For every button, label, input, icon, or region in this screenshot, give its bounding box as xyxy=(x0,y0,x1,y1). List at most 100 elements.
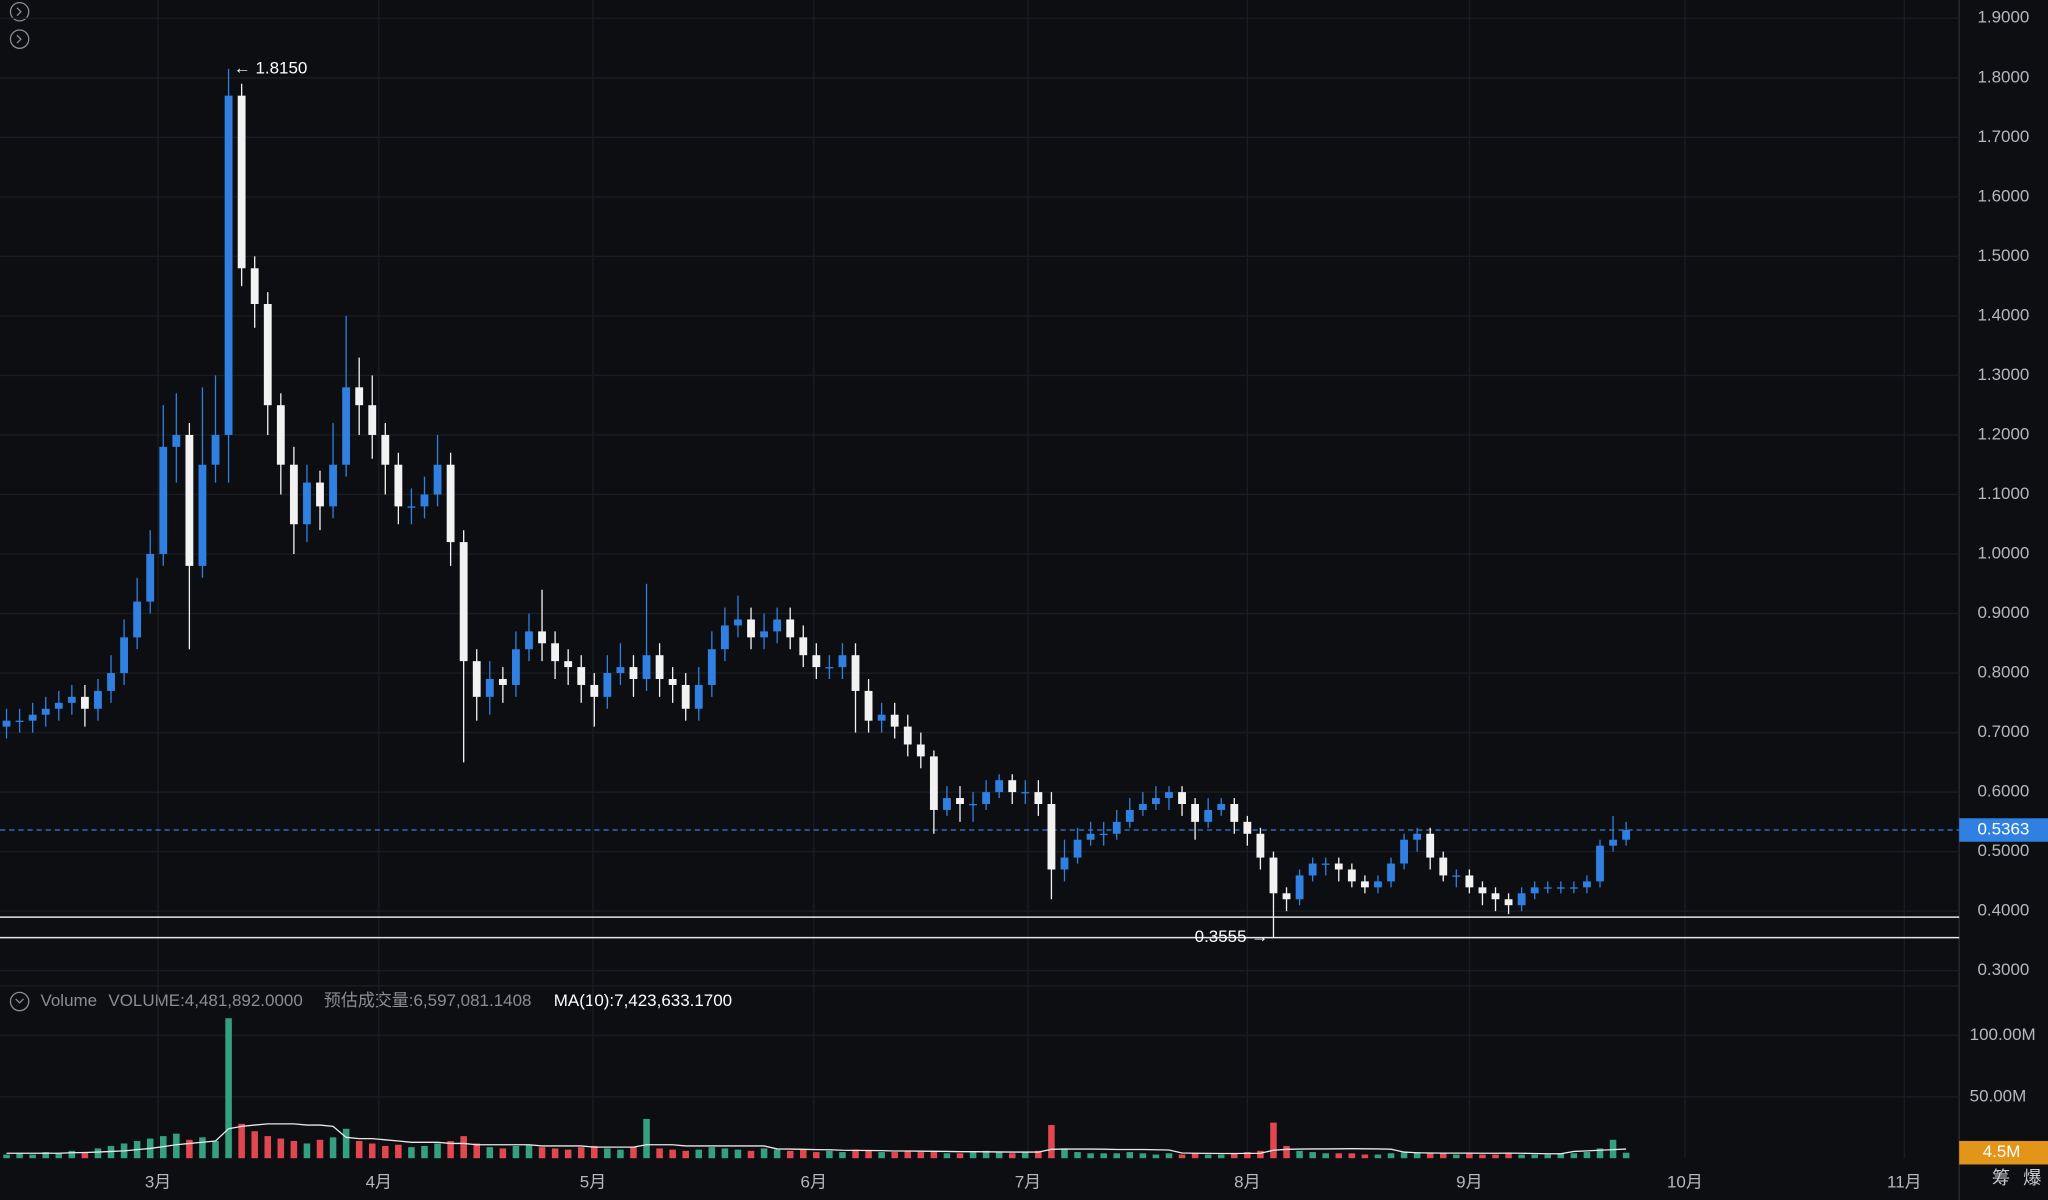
volume-bar xyxy=(956,1153,964,1159)
candle-body xyxy=(329,464,337,507)
volume-bar xyxy=(800,1149,807,1159)
volume-bar xyxy=(1518,1154,1525,1159)
x-tick-label: 6月 xyxy=(801,1173,827,1192)
y-tick-label: 1.1000 xyxy=(1977,484,2029,503)
candle-body xyxy=(655,655,664,680)
volume-bar xyxy=(1505,1153,1512,1159)
volume-bar xyxy=(591,1145,598,1159)
collapse-icons[interactable] xyxy=(9,1,30,1012)
candle-body xyxy=(1034,792,1043,805)
candle-body xyxy=(838,655,847,668)
volume-bar xyxy=(1622,1152,1630,1159)
expand-icon[interactable] xyxy=(9,1,30,22)
volume-bar xyxy=(1335,1153,1343,1159)
y-tick-label: 1.4000 xyxy=(1977,305,2029,324)
candle-body xyxy=(903,726,912,745)
candle-body xyxy=(1269,857,1278,894)
candle-body xyxy=(185,434,194,566)
candle-body xyxy=(498,679,507,685)
volume-bar xyxy=(1061,1148,1068,1159)
volume-bar xyxy=(434,1143,441,1159)
volume-bar xyxy=(826,1150,833,1159)
candle-body xyxy=(629,667,638,680)
expand-icon[interactable] xyxy=(9,29,30,49)
volume-bar xyxy=(1413,1152,1421,1159)
candle-body xyxy=(681,684,690,709)
candle-body xyxy=(41,708,50,715)
candle-body xyxy=(825,667,834,669)
toolbar-button[interactable]: 筹 xyxy=(1992,1167,2010,1188)
volume-bar xyxy=(917,1152,925,1159)
candle-body xyxy=(1387,863,1395,882)
x-tick-label: 4月 xyxy=(366,1173,392,1192)
candle-body xyxy=(133,601,142,638)
candle-body xyxy=(668,679,677,685)
volume-bar xyxy=(1113,1153,1120,1159)
volume-bar xyxy=(421,1145,428,1159)
volume-bar xyxy=(969,1152,977,1159)
volume-bar xyxy=(760,1148,768,1159)
candle-body xyxy=(1060,857,1069,870)
volume-bar xyxy=(1466,1153,1473,1159)
candle-body xyxy=(799,637,808,656)
volume-bar xyxy=(721,1148,729,1159)
volume-bar xyxy=(1100,1153,1107,1159)
volume-bar xyxy=(316,1139,324,1159)
candle-body xyxy=(485,679,494,697)
volume-bar xyxy=(1126,1152,1134,1159)
candle-body xyxy=(590,684,599,697)
candle-body xyxy=(564,661,573,668)
x-tick-label: 5月 xyxy=(580,1173,606,1192)
volume-bar xyxy=(447,1141,454,1159)
volume-bar xyxy=(1583,1152,1591,1159)
volume-bar xyxy=(682,1150,689,1159)
expand-arrow xyxy=(16,34,22,44)
volume-bar xyxy=(1074,1152,1081,1159)
candle-body xyxy=(720,625,729,650)
volume-bar xyxy=(1008,1153,1016,1159)
volume-bar xyxy=(290,1141,298,1159)
candle-body xyxy=(1191,804,1200,822)
collapse-icon[interactable] xyxy=(9,991,30,1012)
toolbar-button[interactable]: 爆 xyxy=(2023,1167,2041,1188)
volume-bar xyxy=(1257,1150,1264,1159)
candle-body xyxy=(890,714,899,727)
volume-bar xyxy=(1048,1125,1055,1159)
candle-body xyxy=(1347,869,1356,882)
volume-bar xyxy=(303,1143,311,1159)
volume-bar xyxy=(29,1154,36,1159)
volume-bar xyxy=(1244,1152,1251,1159)
volume-bar xyxy=(577,1147,585,1159)
volume-bar xyxy=(1426,1153,1434,1159)
volume-bar xyxy=(486,1147,494,1159)
y-tick-label: 1.2000 xyxy=(1977,424,2029,443)
candle-body xyxy=(747,619,755,638)
volume-bar xyxy=(1570,1153,1578,1159)
candle-body xyxy=(263,303,272,406)
volume-bar xyxy=(16,1153,23,1159)
volume-bar xyxy=(355,1141,363,1159)
candle-body xyxy=(1086,833,1095,840)
volume-bar xyxy=(551,1148,559,1159)
candle-body xyxy=(929,756,938,810)
candle-body xyxy=(1138,804,1147,810)
volume-bar xyxy=(1309,1152,1316,1159)
volume-bar xyxy=(199,1137,206,1159)
volume-bar xyxy=(656,1148,663,1159)
candle-body xyxy=(237,95,246,269)
volume-bar xyxy=(460,1136,467,1159)
candle-body xyxy=(211,434,220,465)
x-tick-label: 9月 xyxy=(1456,1173,1482,1192)
volume-bar xyxy=(1035,1150,1042,1159)
x-tick-label: 8月 xyxy=(1234,1173,1260,1192)
candle-body xyxy=(1452,875,1461,877)
x-tick-label: 3月 xyxy=(145,1173,171,1192)
volume-bar xyxy=(94,1148,102,1159)
candle-body xyxy=(956,798,964,805)
volume-bar xyxy=(865,1150,872,1159)
candle-body xyxy=(1609,839,1617,846)
volume-bar xyxy=(212,1141,219,1159)
volume-bar xyxy=(669,1149,676,1159)
candle-body xyxy=(1256,833,1265,858)
